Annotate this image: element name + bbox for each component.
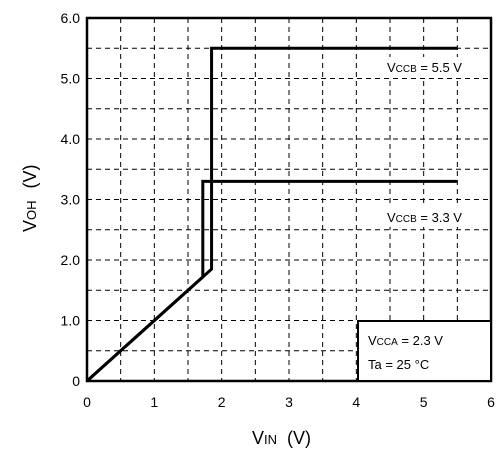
svg-text:VCCB = 5.5 V: VCCB = 5.5 V xyxy=(387,60,462,75)
y-tick-label: 3.0 xyxy=(61,192,81,208)
x-tick-label: 4 xyxy=(352,394,360,410)
x-axis-label: VIN (V) xyxy=(252,428,311,448)
series-label-rest: = 3.3 V xyxy=(417,210,462,225)
series-line-1 xyxy=(85,179,458,383)
plot-frame xyxy=(85,16,493,383)
conditions-frame xyxy=(357,320,492,382)
y-tick-label: 6.0 xyxy=(61,10,81,26)
grid xyxy=(87,18,491,381)
y-tick-label: 1.0 xyxy=(61,313,81,329)
x-tick-label: 6 xyxy=(487,394,495,410)
series-label-main: V xyxy=(387,60,396,75)
y-tick-label: 4.0 xyxy=(61,131,81,147)
x-tick-label: 2 xyxy=(218,394,226,410)
series-label-bg xyxy=(384,207,466,227)
series-label-sub: CCB xyxy=(396,214,417,225)
series-label-bg xyxy=(384,57,466,77)
y-axis-label: VOH(V) xyxy=(20,164,40,232)
series-layer xyxy=(85,46,458,383)
series-label-vccb-5-5: VCCB = 5.5 V xyxy=(384,57,466,77)
svg-text:VCCB = 3.3 V: VCCB = 3.3 V xyxy=(387,210,462,225)
x-tick-label: 1 xyxy=(150,394,158,410)
series-label-sub: CCB xyxy=(396,64,417,75)
condition-ta: Ta = 25 °C xyxy=(368,357,429,372)
series-label-main: V xyxy=(387,210,396,225)
x-tick-label: 3 xyxy=(285,394,293,410)
condition-vcca: VCCA = 2.3 V xyxy=(368,333,443,348)
tick-labels: 0 1 2 3 4 5 6 0 1.0 2.0 3.0 4.0 5.0 6.0 xyxy=(61,10,496,410)
conditions-box: VCCA = 2.3 V Ta = 25 °C xyxy=(357,320,492,382)
x-tick-label: 5 xyxy=(420,394,428,410)
y-tick-label: 2.0 xyxy=(61,252,81,268)
y-tick-label: 5.0 xyxy=(61,71,81,87)
series-label-vccb-3-3: VCCB = 3.3 V xyxy=(384,207,466,227)
y-tick-label: 0 xyxy=(72,373,80,389)
x-tick-label: 0 xyxy=(83,394,91,410)
series-label-rest: = 5.5 V xyxy=(417,60,462,75)
